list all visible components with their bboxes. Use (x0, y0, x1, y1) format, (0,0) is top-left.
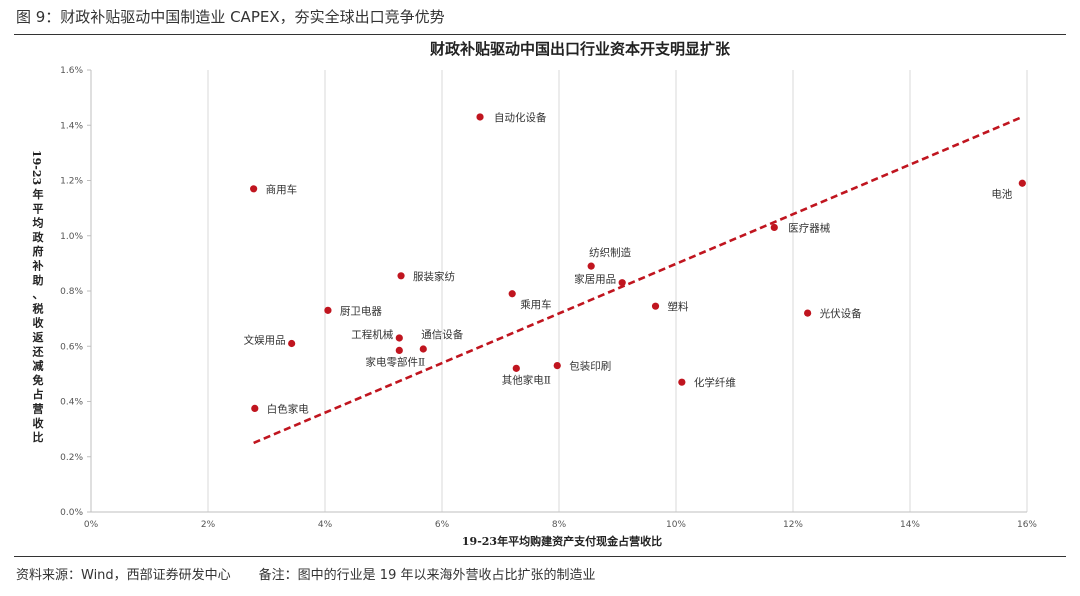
y-tick-label: 1.0% (60, 232, 83, 242)
trendline (253, 115, 1023, 445)
x-tick-label: 14% (900, 520, 920, 530)
x-tick-label: 16% (1017, 520, 1037, 530)
y-axis-title-char: 府 (33, 244, 44, 258)
y-tick-label: 0.8% (60, 287, 83, 297)
chart-title: 财政补贴驱动中国出口行业资本开支明显扩张 (430, 40, 731, 58)
trendline-group (253, 115, 1023, 445)
data-point (508, 290, 516, 298)
data-point (419, 345, 427, 353)
y-tick-label: 1.6% (60, 66, 83, 76)
point-label: 家居用品 (574, 273, 616, 286)
x-tick-label: 10% (666, 520, 686, 530)
point-label: 化学纤维 (694, 376, 736, 389)
point-label: 服装家纺 (413, 270, 455, 283)
point-label: 白色家电 (267, 402, 309, 415)
data-point (678, 378, 686, 386)
x-tick-label: 8% (552, 520, 567, 530)
data-point (476, 113, 484, 121)
data-point (651, 302, 660, 310)
y-axis-title-char: 政 (33, 230, 45, 244)
y-tick-label: 1.4% (60, 121, 83, 131)
header-rule (14, 34, 1066, 35)
y-tick-label: 0.6% (60, 342, 83, 352)
y-axis-title-char: 均 (33, 216, 44, 230)
y-axis-title-char: 收 (33, 316, 44, 330)
y-axis-title-char: 免 (33, 373, 44, 387)
point-label: 纺织制造 (589, 246, 631, 259)
y-axis-title-char: 占 (33, 387, 44, 401)
point-label: 自动化设备 (494, 111, 547, 124)
point-label: 家电零部件Ⅱ (365, 355, 425, 368)
y-tick-label: 0.4% (60, 398, 83, 408)
data-point (251, 404, 259, 413)
point-label: 医疗器械 (788, 221, 830, 234)
data-point (587, 262, 595, 270)
y-axis-title-char: 返 (33, 330, 44, 344)
y-axis-title-char: 、 (33, 288, 44, 301)
grid-lines (207, 70, 1028, 512)
point-label: 文娱用品 (244, 333, 286, 346)
x-tick-label: 6% (435, 520, 450, 530)
point-label: 其他家电Ⅱ (502, 373, 551, 386)
point-label: 商用车 (266, 183, 298, 196)
data-point (324, 306, 332, 314)
point-label: 乘用车 (520, 298, 552, 311)
y-axis-title-char: 平 (33, 202, 44, 215)
axes (87, 69, 1027, 513)
point-label: 包装印刷 (569, 360, 611, 373)
data-point (1018, 179, 1026, 187)
data-point (250, 185, 258, 193)
data-point (770, 223, 778, 232)
x-axis-title: 19-23年平均购建资产支付现金占营收比 (462, 534, 662, 548)
figure-footer: 资料来源：Wind，西部证券研发中心 备注：图中的行业是 19 年以来海外营收占比… (16, 564, 595, 583)
data-point (553, 361, 561, 370)
source-text: 资料来源：Wind，西部证券研发中心 (16, 568, 231, 583)
footer-rule (14, 556, 1066, 557)
point-label: 工程机械 (351, 328, 393, 341)
y-axis-title-char: 收 (33, 416, 44, 430)
point-label: 光伏设备 (820, 307, 862, 320)
x-tick-label: 12% (783, 520, 803, 530)
data-point (395, 334, 403, 342)
y-axis-title-char: 19-23 (30, 150, 43, 185)
y-tick-label: 0.2% (60, 453, 83, 463)
y-axis-title-char: 还 (32, 344, 45, 358)
point-label: 电池 (991, 187, 1012, 200)
x-tick-label: 0% (84, 520, 99, 530)
point-label: 塑料 (668, 300, 689, 313)
y-axis-title-char: 减 (33, 359, 44, 373)
point-label: 通信设备 (421, 328, 463, 341)
y-axis-title-char: 比 (33, 430, 44, 444)
y-axis-title-char: 税 (33, 301, 44, 315)
x-tick-labels: 0% 2% 4% 6% 8% 10% 12% 14% 16% (84, 520, 1038, 530)
y-axis-title-char: 助 (33, 273, 44, 287)
data-point (618, 279, 626, 287)
y-axis-title-char: 营 (33, 402, 44, 416)
data-point (288, 339, 296, 348)
x-tick-label: 4% (318, 520, 333, 530)
figure-header: 图 9：财政补贴驱动中国制造业 CAPEX，夯实全球出口竞争优势 (16, 8, 445, 26)
y-tick-labels: 0.0% 0.2% 0.4% 0.6% 0.8% 1.0% 1.2% 1.4% 1.6% (60, 66, 83, 518)
data-point (512, 364, 520, 372)
data-point (397, 272, 405, 280)
y-axis-title-char: 补 (32, 259, 44, 273)
point-label: 厨卫电器 (340, 304, 382, 317)
data-point (395, 346, 403, 354)
y-tick-label: 0.0% (60, 508, 83, 518)
data-point (804, 309, 812, 317)
y-axis-title-char: 年 (33, 187, 44, 201)
y-tick-label: 1.2% (60, 177, 83, 187)
note-text: 备注：图中的行业是 19 年以来海外营收占比扩张的制造业 (258, 568, 596, 583)
x-tick-label: 2% (201, 520, 216, 530)
data-points (250, 113, 1026, 413)
